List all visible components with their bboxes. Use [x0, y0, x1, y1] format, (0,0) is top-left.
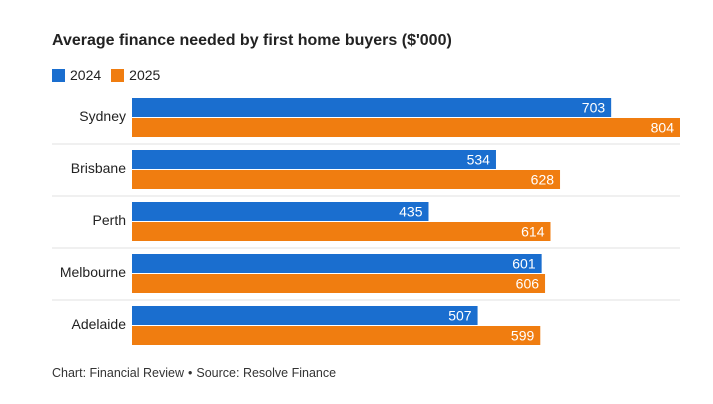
- legend-item-2025: 2025: [111, 67, 160, 83]
- footer-credit: Chart: Financial Review: [52, 366, 184, 380]
- bar-perth-2025: [132, 222, 551, 241]
- category-label-sydney: Sydney: [79, 108, 126, 124]
- data-label-brisbane-2025: 628: [531, 172, 555, 188]
- bar-brisbane-2025: [132, 170, 561, 189]
- chart-title: Average finance needed by first home buy…: [52, 32, 452, 49]
- legend-item-2024: 2024: [52, 67, 101, 83]
- chart-footer: Chart: Financial Review • Source: Resolve …: [52, 366, 336, 380]
- category-label-melbourne: Melbourne: [60, 264, 126, 280]
- bar-perth-2024: [132, 202, 429, 221]
- data-label-adelaide-2025: 599: [511, 328, 535, 344]
- data-label-perth-2024: 435: [399, 204, 423, 220]
- data-label-perth-2025: 614: [521, 224, 545, 240]
- legend-label-2025: 2025: [129, 67, 161, 83]
- legend-swatch-2025: [111, 68, 125, 82]
- data-label-melbourne-2025: 606: [516, 276, 540, 292]
- footer-separator: •: [188, 366, 193, 380]
- data-label-adelaide-2024: 507: [448, 308, 472, 324]
- bar-melbourne-2024: [132, 254, 542, 273]
- bar-melbourne-2025: [132, 274, 546, 293]
- data-label-sydney-2024: 703: [582, 100, 606, 116]
- data-label-brisbane-2024: 534: [467, 152, 491, 168]
- category-label-adelaide: Adelaide: [72, 316, 127, 332]
- bar-brisbane-2024: [132, 150, 496, 169]
- legend-label-2024: 2024: [70, 67, 102, 83]
- data-label-sydney-2025: 804: [651, 120, 675, 136]
- category-label-brisbane: Brisbane: [71, 160, 126, 176]
- footer-source: Source: Resolve Finance: [196, 366, 337, 380]
- bar-sydney-2024: [132, 98, 612, 117]
- category-label-perth: Perth: [93, 212, 126, 228]
- bar-sydney-2025: [132, 118, 680, 137]
- legend: 2024 2025: [52, 66, 170, 84]
- bar-adelaide-2024: [132, 306, 478, 325]
- bar-adelaide-2025: [132, 326, 541, 345]
- data-label-melbourne-2024: 601: [512, 256, 536, 272]
- legend-swatch-2024: [52, 68, 65, 82]
